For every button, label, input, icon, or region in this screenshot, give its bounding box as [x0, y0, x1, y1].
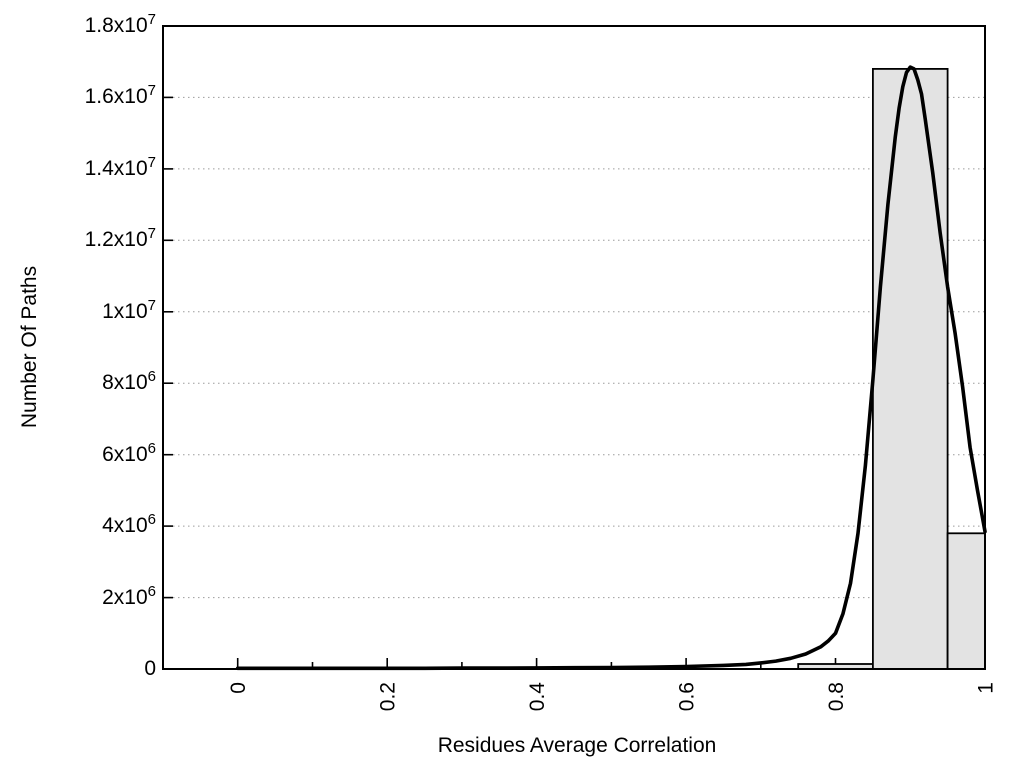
y-tick-label: 1.4x107	[84, 154, 156, 180]
x-tick-label: 0.4	[526, 682, 549, 712]
x-tick-label: 0	[227, 682, 250, 694]
y-tick-label: 6x106	[102, 440, 156, 466]
y-tick-label: 1x107	[102, 297, 156, 323]
x-tick-label: 0.6	[676, 682, 699, 711]
y-tick-label: 0	[144, 657, 156, 680]
histogram-bar	[946, 532, 986, 670]
histogram-bar	[872, 68, 949, 670]
y-tick-label: 4x106	[102, 511, 156, 537]
y-tick-label: 1.8x107	[84, 11, 156, 37]
y-tick-label: 2x106	[102, 583, 156, 609]
x-tick-label: 0.2	[377, 682, 400, 711]
x-tick-label: 0.8	[825, 682, 848, 711]
y-tick-label: 1.2x107	[84, 225, 156, 251]
x-tick-label: 1	[975, 682, 998, 694]
y-tick-label: 1.6x107	[84, 82, 156, 108]
y-tick-label: 8x106	[102, 368, 156, 394]
y-axis-title: Number Of Paths	[18, 265, 41, 429]
x-axis-title: Residues Average Correlation	[437, 734, 717, 757]
plot-frame	[162, 25, 986, 670]
